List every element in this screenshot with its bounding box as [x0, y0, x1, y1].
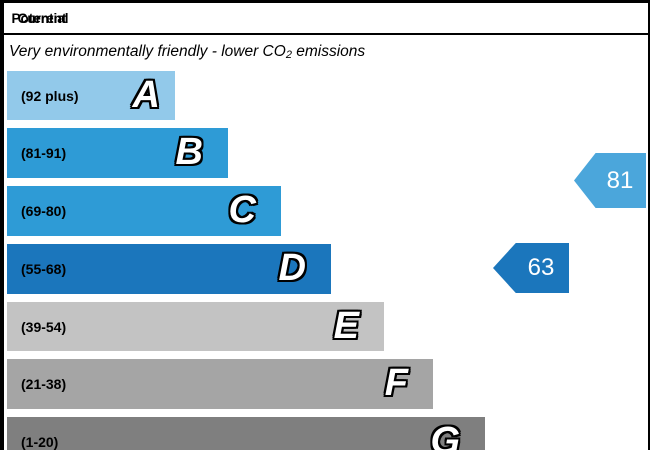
current-rating-marker-left-arrow-icon: 63 — [493, 243, 569, 293]
band-letter: C — [228, 188, 256, 231]
band-letter: G — [430, 419, 460, 450]
band-letter: A — [132, 73, 160, 116]
band-row-b: (81-91) B — [7, 128, 228, 178]
band-letter: F — [384, 361, 408, 404]
potential-rating-value: 81 — [606, 166, 634, 194]
potential-column-header: Potential — [11, 10, 69, 26]
chart-title-text: Very environmentally friendly - lower CO — [9, 43, 286, 60]
band-range-label: (1-20) — [21, 434, 59, 450]
potential-rating-marker-left-arrow-icon: 81 — [574, 153, 646, 208]
band-range-label: (81-91) — [21, 145, 67, 161]
band-range-label: (55-68) — [21, 261, 67, 277]
header-underline — [2, 33, 648, 35]
band-letter: E — [333, 304, 359, 347]
current-rating-value: 63 — [527, 254, 555, 281]
band-row-a: (92 plus) A — [7, 71, 175, 120]
chart-title-suffix: emissions — [291, 43, 366, 60]
band-row-f: (21-38) F — [7, 359, 433, 409]
current-column-header: Current — [17, 10, 67, 26]
band-range-label: (21-38) — [21, 376, 67, 392]
band-row-d: (55-68) D — [7, 244, 331, 294]
band-row-e: (39-54) E — [7, 302, 384, 351]
band-row-g: (1-20) G — [7, 417, 485, 450]
column-divider-potential — [2, 3, 4, 450]
chart-title: Very environmentally friendly - lower CO… — [9, 43, 366, 61]
band-letter: B — [175, 130, 203, 173]
band-range-label: (92 plus) — [21, 87, 79, 104]
band-range-label: (39-54) — [21, 318, 67, 335]
band-letter: D — [278, 246, 306, 289]
band-range-label: (69-80) — [21, 203, 67, 219]
band-row-c: (69-80) C — [7, 186, 281, 236]
